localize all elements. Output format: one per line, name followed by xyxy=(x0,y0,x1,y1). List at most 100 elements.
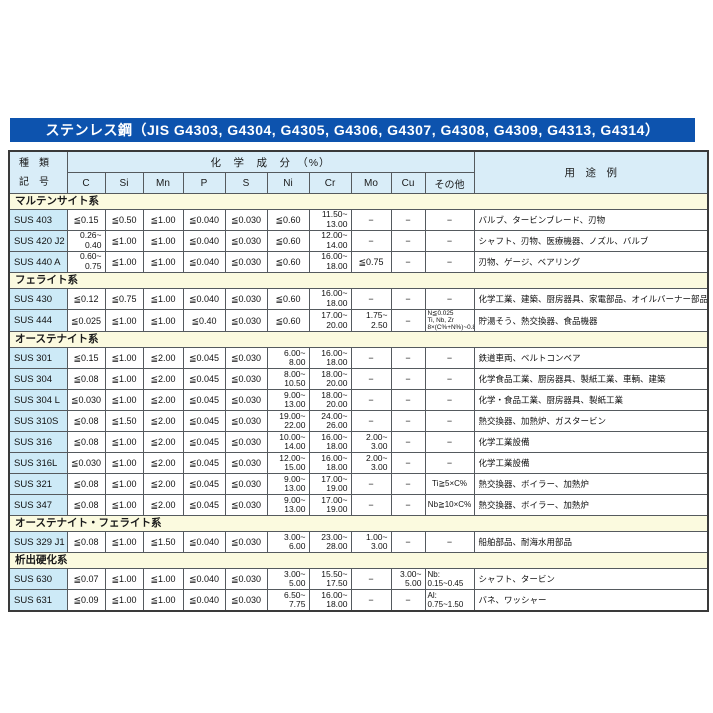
usage-cell: 貯湯そう、熱交換器、食品機器 xyxy=(473,308,709,333)
chem-value-cell: ≦0.030 xyxy=(66,389,106,412)
chem-value-cell: 24.00~ 26.00 xyxy=(308,410,352,433)
chem-value-cell: 12.00~ 15.00 xyxy=(266,452,310,475)
grade-cell: SUS 440 A xyxy=(8,251,68,273)
chem-value-cell: 12.00~ 14.00 xyxy=(308,230,352,252)
table-row: SUS 430 ≦0.12 ≦0.75 ≦1.00 ≦0.040 ≦0.030 ≦0.60 1… xyxy=(8,288,709,310)
usage-cell: 化学工業、建築、厨房器具、家電部品、オイルバーナー部品 xyxy=(473,288,709,310)
chem-value-cell: ≦1.00 xyxy=(142,251,184,273)
chem-value-cell: ≦0.030 xyxy=(66,452,106,475)
section-row: オーステナイト系 xyxy=(8,331,709,349)
chem-value-cell: − xyxy=(390,251,426,273)
chem-value-cell: 1.00~ 3.00 xyxy=(350,531,392,554)
other-elements-cell: − xyxy=(424,389,475,412)
chem-col-header: Si xyxy=(104,172,144,194)
chem-value-cell: 9.00~ 13.00 xyxy=(266,473,310,496)
chem-value-cell: ≦0.60 xyxy=(266,209,310,231)
chem-value-cell: ≦0.030 xyxy=(224,308,268,333)
chem-value-cell: ≦1.00 xyxy=(142,230,184,252)
chem-value-cell: ≦0.08 xyxy=(66,368,106,391)
table-row: SUS 631 ≦0.09 ≦1.00 ≦1.00 ≦0.040 ≦0.030 6.50~ … xyxy=(8,589,709,612)
stainless-steel-spec-table: 種 類 記 号 化 学 成 分 （%） 用 途 例 C Si Mn P S Ni Cr Mo C… xyxy=(8,150,709,613)
chem-value-cell: ≦1.00 xyxy=(104,230,144,252)
chem-value-cell: 6.00~ 8.00 xyxy=(266,347,310,370)
chem-value-cell: 17.00~ 20.00 xyxy=(308,308,352,333)
chem-value-cell: ≦0.60 xyxy=(266,308,310,333)
usage-cell: シャフト、刃物、医療機器、ノズル、バルブ xyxy=(473,230,709,252)
chem-value-cell: 19.00~ 22.00 xyxy=(266,410,310,433)
table-row: SUS 444 ≦0.025 ≦1.00 ≦1.00 ≦0.40 ≦0.030 ≦0.60 1… xyxy=(8,308,709,333)
chem-value-cell: 3.00~ 5.00 xyxy=(266,568,310,591)
chem-value-cell: − xyxy=(390,410,426,433)
table-row: SUS 304 ≦0.08 ≦1.00 ≦2.00 ≦0.045 ≦0.030 8.00~ … xyxy=(8,368,709,391)
chem-value-cell: − xyxy=(390,452,426,475)
usage-cell: 化学工業設備 xyxy=(473,452,709,475)
chem-value-cell: ≦0.040 xyxy=(182,531,226,554)
chem-value-cell: 3.00~ 6.00 xyxy=(266,531,310,554)
chem-col-header: Cu xyxy=(390,172,426,194)
table-row: SUS 316L ≦0.030 ≦1.00 ≦2.00 ≦0.045 ≦0.030 12.0… xyxy=(8,452,709,475)
other-elements-cell: − xyxy=(424,431,475,454)
chem-value-cell: ≦0.60 xyxy=(266,251,310,273)
grade-cell: SUS 420 J2 xyxy=(8,230,68,252)
chem-value-cell: ≦0.045 xyxy=(182,452,226,475)
chem-value-cell: ≦1.00 xyxy=(142,589,184,612)
usage-cell: シャフト、タービン xyxy=(473,568,709,591)
chem-value-cell: ≦1.00 xyxy=(104,494,144,517)
chem-value-cell: ≦0.08 xyxy=(66,410,106,433)
chem-value-cell: ≦0.030 xyxy=(224,531,268,554)
chem-value-cell: − xyxy=(390,347,426,370)
chem-value-cell: 3.00~ 5.00 xyxy=(390,568,426,591)
chem-value-cell: ≦0.030 xyxy=(224,589,268,612)
chem-value-cell: ≦0.045 xyxy=(182,347,226,370)
other-elements-cell: Al: 0.75~1.50 xyxy=(424,589,475,612)
chem-value-cell: ≦0.60 xyxy=(266,230,310,252)
chem-value-cell: ≦1.00 xyxy=(104,308,144,333)
chem-value-cell: ≦0.030 xyxy=(224,251,268,273)
chem-value-cell: ≦0.40 xyxy=(182,308,226,333)
table-row: SUS 316 ≦0.08 ≦1.00 ≦2.00 ≦0.045 ≦0.030 10.00~… xyxy=(8,431,709,454)
chem-value-cell: ≦1.00 xyxy=(104,568,144,591)
usage-cell: 化学工業設備 xyxy=(473,431,709,454)
grade-cell: SUS 631 xyxy=(8,589,68,612)
grade-cell: SUS 301 xyxy=(8,347,68,370)
chem-value-cell: ≦2.00 xyxy=(142,347,184,370)
chem-value-cell: ≦0.07 xyxy=(66,568,106,591)
chem-value-cell: ≦0.030 xyxy=(224,568,268,591)
chem-value-cell: ≦1.00 xyxy=(142,308,184,333)
other-elements-cell: − xyxy=(424,368,475,391)
other-elements-cell: N≦0.025 Ti, Nb, Zr 8×(C%+N%)~0.80 xyxy=(424,308,475,333)
chem-value-cell: ≦0.12 xyxy=(66,288,106,310)
chem-value-cell: ≦2.00 xyxy=(142,452,184,475)
usage-cell: 船舶部品、耐海水用部品 xyxy=(473,531,709,554)
chem-value-cell: − xyxy=(350,288,392,310)
other-elements-cell: − xyxy=(424,288,475,310)
chem-value-cell: − xyxy=(390,368,426,391)
chem-col-header: P xyxy=(182,172,226,194)
chem-value-cell: ≦0.08 xyxy=(66,473,106,496)
chem-value-cell: ≦1.00 xyxy=(104,473,144,496)
section-row: フェライト系 xyxy=(8,272,709,289)
chem-value-cell: ≦0.030 xyxy=(224,473,268,496)
other-elements-cell: − xyxy=(424,347,475,370)
chem-value-cell: 18.00~ 20.00 xyxy=(308,368,352,391)
chem-value-cell: 16.00~ 18.00 xyxy=(308,347,352,370)
grade-cell: SUS 329 J1 xyxy=(8,531,68,554)
grade-cell: SUS 310S xyxy=(8,410,68,433)
chem-value-cell: ≦0.040 xyxy=(182,288,226,310)
chem-value-cell: 6.50~ 7.75 xyxy=(266,589,310,612)
chem-value-cell: ≦0.08 xyxy=(66,531,106,554)
chem-value-cell: ≦0.15 xyxy=(66,209,106,231)
chem-col-header: C xyxy=(66,172,106,194)
grade-cell: SUS 430 xyxy=(8,288,68,310)
grade-cell: SUS 630 xyxy=(8,568,68,591)
chem-col-header: その他 xyxy=(424,172,475,194)
chem-col-header: Cr xyxy=(308,172,352,194)
chem-value-cell: ≦1.00 xyxy=(142,209,184,231)
chem-value-cell: ≦0.045 xyxy=(182,389,226,412)
other-elements-cell: Nb: 0.15~0.45 xyxy=(424,568,475,591)
chem-value-cell: − xyxy=(390,589,426,612)
chem-value-cell: ≦0.60 xyxy=(266,288,310,310)
chem-value-cell: ≦1.00 xyxy=(104,347,144,370)
chem-value-cell: ≦2.00 xyxy=(142,431,184,454)
chem-value-cell: 11.50~ 13.00 xyxy=(308,209,352,231)
